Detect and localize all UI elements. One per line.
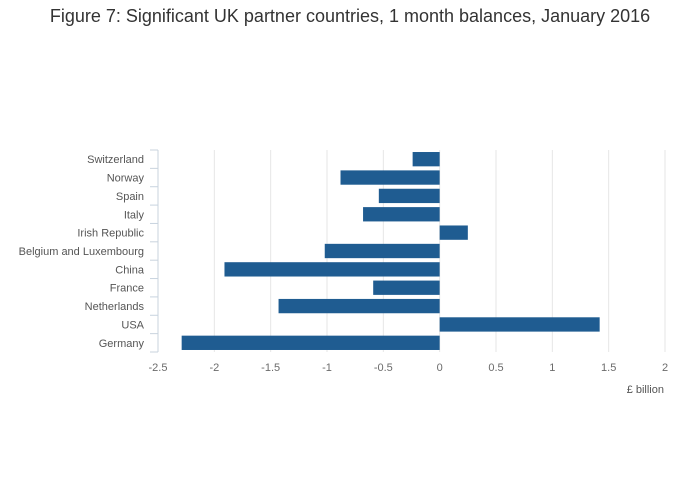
bars (181, 152, 600, 350)
x-axis-ticks: -2.5 -2 -1.5 -1 -0.5 0 0.5 1 1.5 2 (149, 362, 669, 374)
x-axis-title: £ billion (627, 384, 664, 396)
y-axis (150, 149, 159, 353)
bar-norway[interactable] (340, 170, 440, 185)
bar-usa[interactable] (439, 317, 600, 332)
category-label: China (115, 264, 145, 276)
bar-spain[interactable] (378, 188, 440, 204)
x-tick-label: -1.5 (261, 362, 280, 374)
x-tick-label: -2 (209, 362, 219, 374)
category-label: Belgium and Luxembourg (19, 246, 144, 258)
chart-title: Figure 7: Significant UK partner countri… (49, 6, 651, 26)
bar-belgium-and-luxembourg[interactable] (324, 243, 440, 259)
category-label: Italy (124, 209, 145, 221)
category-label: Irish Republic (77, 228, 144, 240)
bar-netherlands[interactable] (278, 298, 440, 314)
x-tick-label: -2.5 (149, 362, 168, 374)
x-tick-label: 1.5 (601, 362, 616, 374)
category-label: Switzerland (87, 154, 144, 166)
bar-germany[interactable] (181, 335, 440, 350)
category-label: France (110, 283, 144, 295)
category-label: Spain (116, 191, 144, 203)
x-tick-label: 1 (549, 362, 555, 374)
x-tick-label: -0.5 (374, 362, 393, 374)
bar-irish-republic[interactable] (439, 225, 468, 240)
bar-france[interactable] (373, 280, 440, 295)
bar-china[interactable] (224, 262, 440, 277)
bar-switzerland[interactable] (412, 152, 440, 167)
category-label: Norway (107, 173, 145, 185)
x-tick-label: -1 (322, 362, 332, 374)
category-label: Germany (99, 338, 145, 350)
category-label: USA (121, 319, 144, 331)
category-label: Netherlands (85, 301, 145, 313)
x-tick-label: 0.5 (488, 362, 503, 374)
category-labels: Switzerland Norway Spain Italy Irish Republi… (19, 154, 145, 350)
bar-italy[interactable] (363, 207, 440, 222)
x-tick-label: 0 (437, 362, 443, 374)
x-tick-label: 2 (662, 362, 668, 374)
